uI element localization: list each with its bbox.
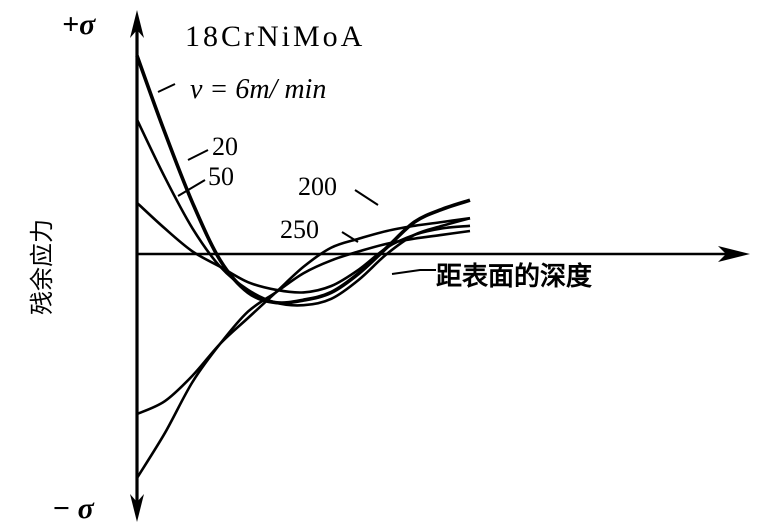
y-axis-bottom-label: − σ xyxy=(52,492,95,525)
series-line-1 xyxy=(135,54,471,305)
y-axis-label: 残余应力 xyxy=(28,219,56,315)
series-label-leader-4 xyxy=(354,189,379,206)
y-axis-arrow-up xyxy=(130,10,144,38)
chart-title: 18CrNiMoA xyxy=(185,20,365,53)
series-label-leader-1 xyxy=(157,83,176,93)
y-axis-top-label: +σ xyxy=(62,8,96,41)
series-line-2 xyxy=(135,119,471,307)
y-axis-arrow-down xyxy=(130,494,144,522)
series-layer xyxy=(135,54,471,479)
x-axis-arrow xyxy=(718,246,750,262)
series-label-leader-5 xyxy=(341,231,359,243)
series-line-3 xyxy=(136,201,471,294)
series-label-2: 20 xyxy=(212,132,238,161)
series-label-5: 250 xyxy=(280,215,319,244)
series-line-5 xyxy=(135,229,471,479)
series-label-3: 50 xyxy=(208,162,234,191)
x-axis-label: 距表面的深度 xyxy=(436,261,592,292)
x-axis-label-leader xyxy=(391,269,436,275)
series-label-1: v = 6m/ min xyxy=(190,74,326,105)
series-label-leader-2 xyxy=(187,149,209,161)
series-line-4 xyxy=(136,216,471,416)
series-label-4: 200 xyxy=(298,172,337,201)
series-label-leader-3 xyxy=(177,179,206,197)
